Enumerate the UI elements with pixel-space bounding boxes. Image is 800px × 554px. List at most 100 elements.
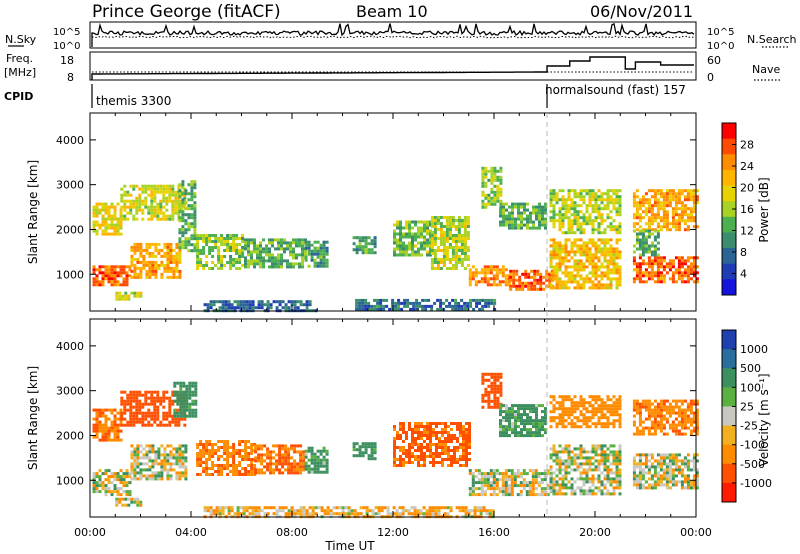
cell-17 — [594, 268, 598, 272]
cell-0 — [104, 484, 108, 488]
cell-11 — [498, 478, 502, 482]
cell-3 — [162, 214, 166, 218]
cell-14 — [603, 404, 607, 408]
cell-17 — [591, 274, 595, 278]
cell-6 — [244, 452, 248, 455]
cell-6 — [208, 452, 212, 455]
cell-20 — [647, 250, 651, 254]
cell-17 — [609, 280, 613, 284]
cell-6 — [229, 455, 233, 458]
cell-3 — [150, 402, 154, 406]
cell-11 — [457, 246, 461, 249]
cell-7 — [256, 244, 259, 248]
cell-3 — [153, 196, 157, 200]
cell-2 — [95, 211, 99, 215]
cell-7 — [274, 238, 277, 242]
cell-22 — [466, 304, 470, 308]
cell-7 — [283, 238, 286, 242]
cell-19 — [686, 192, 690, 196]
cell-15 — [582, 456, 586, 460]
cell-22 — [355, 307, 359, 311]
cell-8 — [313, 249, 317, 253]
cell-18 — [686, 271, 690, 275]
cell-11 — [480, 487, 484, 491]
cell-5 — [121, 503, 125, 507]
cell-18 — [680, 265, 684, 269]
cell-19 — [680, 210, 684, 214]
cell-4 — [178, 192, 182, 196]
cell-6 — [244, 449, 248, 452]
cell-10 — [393, 452, 396, 455]
cell-6 — [238, 473, 242, 476]
cell-14 — [555, 416, 559, 420]
cell-17 — [591, 238, 595, 242]
cell-19 — [668, 189, 672, 193]
cell-13 — [533, 272, 537, 276]
cell-14 — [484, 184, 488, 188]
cell-12 — [486, 277, 490, 281]
cell-15 — [600, 456, 604, 460]
cell-19 — [695, 201, 699, 205]
cell-7 — [290, 444, 294, 448]
cell-4 — [193, 180, 197, 184]
cell-0 — [98, 271, 102, 275]
cell-3 — [147, 205, 151, 209]
cell-17 — [591, 286, 595, 290]
cell-22 — [451, 307, 455, 311]
cell-4 — [193, 216, 197, 220]
cell-0 — [113, 484, 117, 488]
cell-7 — [247, 265, 250, 269]
cell-4 — [194, 399, 198, 403]
cell-19 — [677, 201, 681, 205]
cell-13 — [512, 275, 516, 279]
cell-1 — [142, 474, 146, 478]
cell-13 — [529, 410, 532, 414]
cell-6 — [232, 443, 236, 446]
cell-12 — [499, 381, 503, 385]
cell-16 — [576, 228, 580, 232]
cell-15 — [609, 480, 613, 484]
cell-14 — [487, 178, 491, 182]
cell-10 — [393, 253, 396, 257]
cell-21 — [269, 303, 273, 307]
cell-18 — [668, 277, 672, 281]
cell-13 — [505, 407, 508, 411]
cell-4 — [179, 399, 183, 403]
cell-15 — [520, 223, 523, 227]
cell-3 — [150, 393, 154, 397]
cell-16 — [555, 192, 559, 196]
cell-9 — [358, 236, 362, 240]
cell-21 — [245, 300, 249, 304]
cell-1 — [157, 462, 161, 466]
cell-2 — [113, 423, 117, 427]
cell-15 — [517, 214, 520, 218]
cell-10 — [396, 241, 399, 245]
cell-15 — [600, 462, 604, 466]
cell-7 — [256, 247, 259, 251]
cell-17 — [615, 253, 619, 257]
cell-14 — [612, 410, 616, 414]
cell-1 — [166, 248, 170, 252]
cell-17 — [606, 259, 610, 263]
cell-14 — [499, 190, 503, 194]
cell-16 — [558, 216, 562, 220]
cell-18 — [653, 256, 657, 260]
cell-4 — [176, 411, 180, 415]
cell-13 — [499, 434, 502, 438]
cell-6 — [211, 461, 215, 464]
cell-0 — [95, 277, 99, 281]
cell-13 — [514, 404, 517, 408]
cell-14 — [612, 422, 616, 426]
cell-1 — [145, 468, 149, 472]
cell-19 — [674, 201, 678, 205]
cell-9 — [358, 242, 362, 246]
cell-11 — [510, 478, 514, 482]
cell-8 — [325, 240, 329, 244]
cell-19 — [635, 228, 639, 232]
cell-17 — [612, 277, 616, 281]
cell-15 — [588, 462, 592, 466]
cell-6 — [211, 234, 215, 237]
cell-4 — [181, 246, 185, 250]
cell-1 — [166, 275, 170, 279]
